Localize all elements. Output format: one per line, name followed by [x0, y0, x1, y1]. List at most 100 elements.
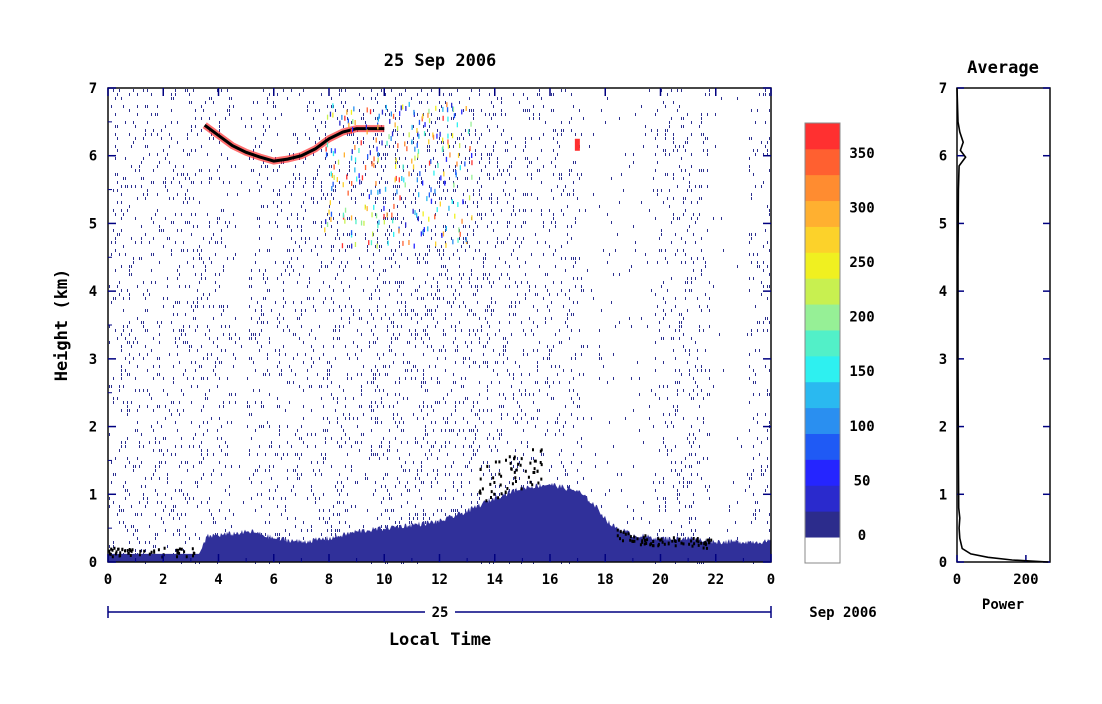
y-axis-label: Height (km) — [52, 269, 72, 382]
main-chart-title: 25 Sep 2006 — [384, 51, 497, 71]
cloud-echo-speckle — [391, 131, 394, 137]
day-label: 25 — [432, 605, 449, 621]
x-tick-label: 0 — [104, 572, 112, 588]
cloud-echo-speckle — [366, 107, 368, 113]
cloud-echo-speckle — [376, 243, 378, 249]
isolated-echo-patch — [574, 138, 580, 151]
cloud-echo-speckle — [394, 122, 396, 128]
x-tick-label: 10 — [376, 572, 393, 588]
cloud-echo-speckle — [422, 229, 424, 235]
colorbar-segment — [805, 252, 840, 279]
colorbar-frame — [804, 122, 841, 564]
cloud-echo-speckle — [469, 146, 471, 151]
cloud-echo-speckle — [411, 124, 413, 130]
month-year-label: Sep 2006 — [809, 605, 876, 621]
average-plot: 0 1 2 3 4 5 6 7 0 200 — [939, 81, 1051, 588]
cloud-echo-speckle — [325, 152, 328, 158]
cloud-echo-speckle — [346, 109, 348, 115]
cloud-echo-speckle — [373, 156, 375, 162]
cloud-echo-speckle — [325, 146, 327, 152]
cloud-echo-speckle — [390, 111, 392, 117]
x-tick-label: 0 — [767, 572, 775, 588]
x-tick-label: 18 — [597, 572, 614, 588]
cloud-echo-speckle — [376, 146, 378, 152]
cloud-echo-speckle — [369, 109, 372, 115]
cloud-echo-speckle — [369, 150, 371, 156]
cloud-echo-speckle — [456, 122, 458, 128]
cloud-echo-speckle — [416, 142, 418, 148]
cloud-echo-speckle — [433, 170, 435, 176]
cloud-echo-speckle — [359, 179, 361, 185]
cloud-echo-speckle — [455, 170, 457, 175]
x-tick-label: 22 — [707, 572, 724, 588]
cloud-echo-speckle — [370, 240, 373, 246]
y-tick-label: 1 — [89, 487, 97, 503]
cloud-echo-speckle — [452, 106, 455, 112]
cloud-echo-speckle — [339, 120, 341, 126]
colorbar-segment — [805, 485, 840, 512]
cloud-echo-speckle — [428, 139, 430, 145]
cloud-echo-speckle — [436, 133, 438, 139]
cloud-echo-speckle — [454, 213, 456, 219]
cloud-echo-speckle — [334, 148, 336, 154]
cloud-echo-speckle — [384, 186, 387, 192]
cloud-echo-speckle — [395, 157, 397, 163]
cloud-echo-speckle — [395, 164, 397, 169]
cloud-echo-speckle — [402, 240, 404, 246]
cloud-echo-speckle — [467, 129, 470, 135]
cloud-echo-speckle — [367, 154, 369, 160]
cloud-echo-speckle — [331, 186, 333, 192]
cloud-echo-speckle — [343, 152, 345, 158]
cloud-echo-speckle — [422, 113, 424, 119]
cloud-echo-speckle — [352, 119, 354, 124]
cloud-echo-speckle — [344, 207, 347, 213]
cloud-echo-speckle — [324, 227, 326, 233]
cloud-echo-speckle — [329, 200, 331, 206]
cloud-echo-speckle — [405, 222, 407, 228]
cloud-echo-speckle — [350, 109, 353, 115]
cloud-echo-speckle — [453, 113, 456, 119]
x-tick-label: 6 — [270, 572, 278, 588]
cloud-echo-speckle — [381, 109, 384, 115]
cloud-echo-speckle — [387, 240, 389, 246]
cloud-echo-speckle — [330, 211, 333, 217]
cloud-echo-speckle — [378, 113, 380, 119]
colorbar-segment — [805, 355, 840, 383]
cloud-echo-speckle — [470, 121, 472, 127]
cloud-echo-speckle — [375, 181, 377, 186]
cloud-echo-speckle — [342, 182, 344, 188]
cloud-echo-speckle — [341, 114, 343, 120]
colorbar-label: 300 — [849, 200, 874, 216]
noise-speckle — [109, 89, 770, 564]
cloud-echo-speckle — [451, 102, 453, 108]
cloud-echo-speckle — [441, 232, 443, 238]
cloud-echo-speckle — [329, 111, 332, 117]
cloud-echo-speckle — [444, 180, 446, 186]
cloud-echo-speckle — [337, 159, 340, 165]
cloud-echo-speckle — [331, 173, 333, 178]
cloud-echo-speckle — [461, 109, 463, 115]
cloud-echo-speckle — [355, 219, 357, 225]
cloud-echo-speckle — [363, 220, 365, 226]
colorbar: 0 50 100 150 200 250 300 350 — [804, 122, 875, 564]
cloud-echo-speckle — [445, 156, 448, 162]
cloud-echo-speckle — [354, 242, 357, 247]
cloud-echo-speckle — [389, 118, 391, 124]
y-tick-label: 3 — [89, 352, 97, 368]
cloud-echo-speckle — [468, 195, 471, 201]
cloud-echo-speckle — [447, 133, 449, 139]
cloud-echo-speckle — [377, 124, 379, 130]
cloud-echo-speckle — [354, 167, 356, 173]
cloud-echo-speckle — [368, 240, 370, 246]
cloud-echo-speckle — [326, 114, 329, 120]
cloud-echo-speckle — [381, 140, 383, 146]
cloud-echo-speckle — [405, 106, 407, 111]
cloud-echo-speckle — [325, 219, 327, 225]
cloud-echo-speckle — [373, 204, 375, 210]
cloud-echo-speckle — [379, 188, 381, 194]
cloud-echo-speckle — [351, 181, 353, 186]
y-tick-label: 2 — [89, 420, 97, 436]
cloud-echo-speckle — [428, 118, 431, 124]
cloud-echo-speckle — [422, 211, 424, 217]
